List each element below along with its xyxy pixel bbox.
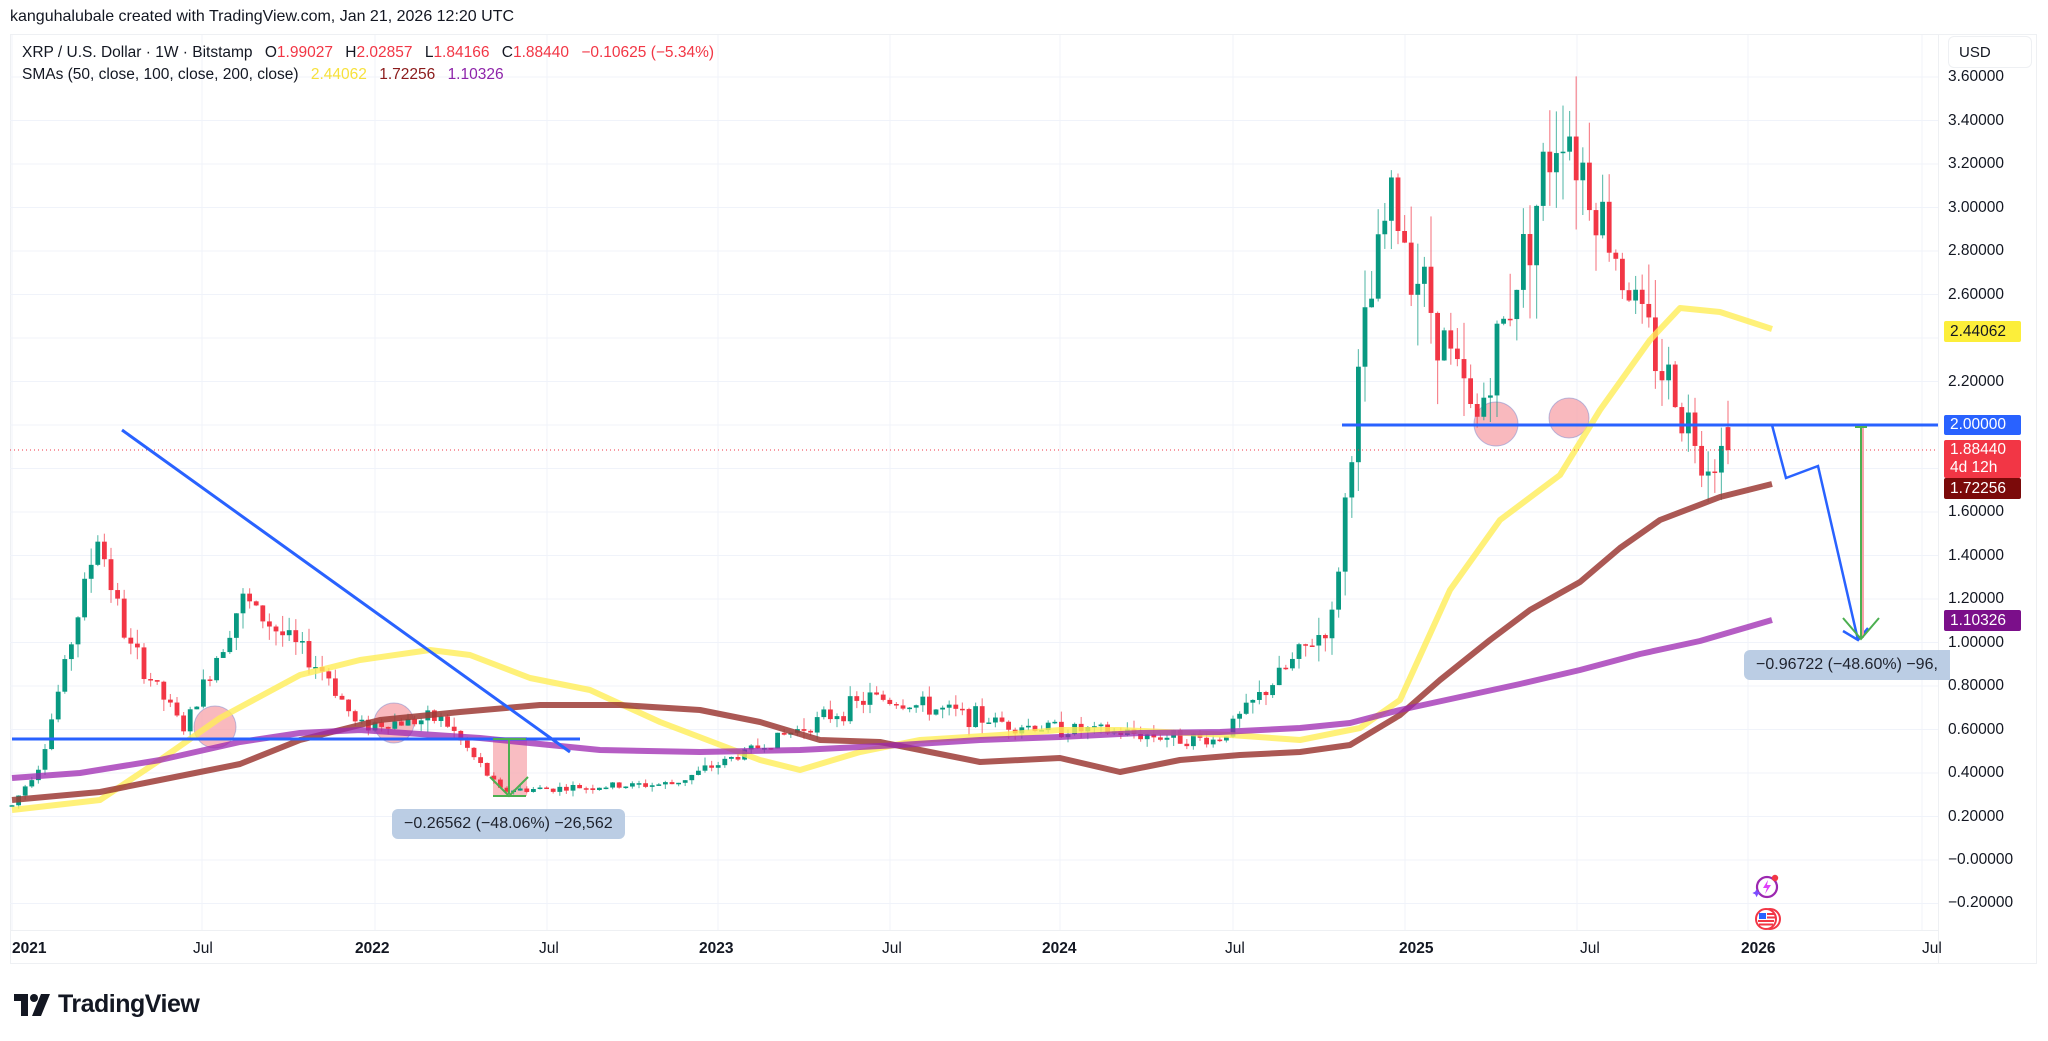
chart-credit: kanguhalubale created with TradingView.c… — [10, 8, 515, 25]
time-label: Jul — [193, 940, 213, 957]
projection-path — [1770, 424, 1860, 641]
measure-label-2026: −0.96722 (−48.60%) −96, — [1744, 650, 1950, 680]
sma-indicator-title[interactable]: SMAs (50, close, 100, close, 200, close) — [22, 66, 299, 83]
time-label: 2022 — [355, 940, 390, 957]
time-label: 2025 — [1399, 940, 1434, 957]
currency-button[interactable]: USD — [1948, 36, 2032, 68]
price-tick: 0.80000 — [1948, 677, 2005, 694]
sma50-price-tag: 2.44062 — [1944, 321, 2021, 342]
open-value: 1.99027 — [276, 44, 333, 61]
price-tick: 1.40000 — [1948, 547, 2005, 564]
price-tick: 1.60000 — [1948, 503, 2005, 520]
time-label: 2021 — [12, 940, 47, 957]
tradingview-logo-text: TradingView — [58, 990, 200, 1018]
bar-countdown: 4d 12h — [1950, 459, 1998, 476]
price-tick: 3.00000 — [1948, 199, 2005, 216]
change-value: −0.10625 (−5.34%) — [581, 44, 715, 61]
sma100-value: 1.72256 — [379, 66, 436, 83]
price-tick: 2.20000 — [1948, 373, 2005, 390]
tradingview-logo-icon — [14, 993, 50, 1016]
price-tick: 3.60000 — [1948, 68, 2005, 85]
time-label: Jul — [1225, 940, 1245, 957]
price-tick: 1.00000 — [1948, 634, 2005, 651]
time-label: Jul — [882, 940, 902, 957]
price-tick: 2.80000 — [1948, 242, 2005, 259]
lightning-icon[interactable] — [1751, 872, 1781, 902]
measure-label-2022: −0.26562 (−48.06%) −26,562 — [392, 809, 625, 839]
time-label: Jul — [1922, 940, 1942, 957]
sma100-price-tag: 1.72256 — [1944, 478, 2021, 499]
time-label: 2023 — [699, 940, 734, 957]
tradingview-logo[interactable]: TradingView — [14, 990, 200, 1019]
highlight-circle — [1548, 397, 1590, 439]
time-label: Jul — [1580, 940, 1600, 957]
time-axis[interactable] — [10, 930, 1938, 965]
price-tick: 0.40000 — [1948, 764, 2005, 781]
chart-legend[interactable]: XRP / U.S. Dollar · 1W · Bitstamp O1.990… — [22, 42, 722, 86]
sma50-line — [11, 305, 1773, 813]
sma200-line — [11, 617, 1773, 781]
price-tick: −0.00000 — [1948, 851, 2014, 868]
close-value: 1.88440 — [512, 44, 570, 61]
price-tick: 2.60000 — [1948, 286, 2005, 303]
time-label: 2026 — [1741, 940, 1776, 957]
price-tick: 3.40000 — [1948, 112, 2005, 129]
low-value: 1.84166 — [433, 44, 490, 61]
symbol-title[interactable]: XRP / U.S. Dollar · 1W · Bitstamp — [22, 44, 253, 61]
chart-frame — [10, 34, 2037, 964]
price-tick: 1.20000 — [1948, 590, 2005, 607]
projection-arrowhead-icon — [1842, 627, 1869, 642]
last-price-tag: 1.88440 4d 12h — [1944, 440, 2021, 478]
time-label: Jul — [539, 940, 559, 957]
descending-trendline — [121, 428, 571, 754]
price-tick: 0.20000 — [1948, 808, 2005, 825]
sma100-line — [11, 481, 1773, 803]
price-tick: 3.20000 — [1948, 155, 2005, 172]
support-highlights — [193, 397, 1590, 749]
level-price-tag: 2.00000 — [1944, 415, 2021, 435]
sma200-price-tag: 1.10326 — [1944, 610, 2021, 631]
sma200-value: 1.10326 — [447, 66, 504, 83]
candles — [9, 76, 1731, 809]
ohlc-row: XRP / U.S. Dollar · 1W · Bitstamp O1.990… — [22, 44, 715, 61]
down-arrow-icon — [489, 776, 529, 798]
sma-row: SMAs (50, close, 100, close, 200, close)… — [22, 64, 722, 86]
us-economy-events-icon[interactable] — [1753, 904, 1783, 934]
price-tick: 0.60000 — [1948, 721, 2005, 738]
high-value: 2.02857 — [356, 44, 413, 61]
price-tick: −0.20000 — [1948, 894, 2014, 911]
grid-lines — [10, 35, 1938, 930]
last-price-value: 1.88440 — [1950, 441, 2007, 458]
time-label: 2024 — [1042, 940, 1077, 957]
price-axis[interactable] — [1938, 34, 2038, 964]
down-arrow-icon — [1842, 617, 1880, 641]
sma50-value: 2.44062 — [310, 66, 367, 83]
